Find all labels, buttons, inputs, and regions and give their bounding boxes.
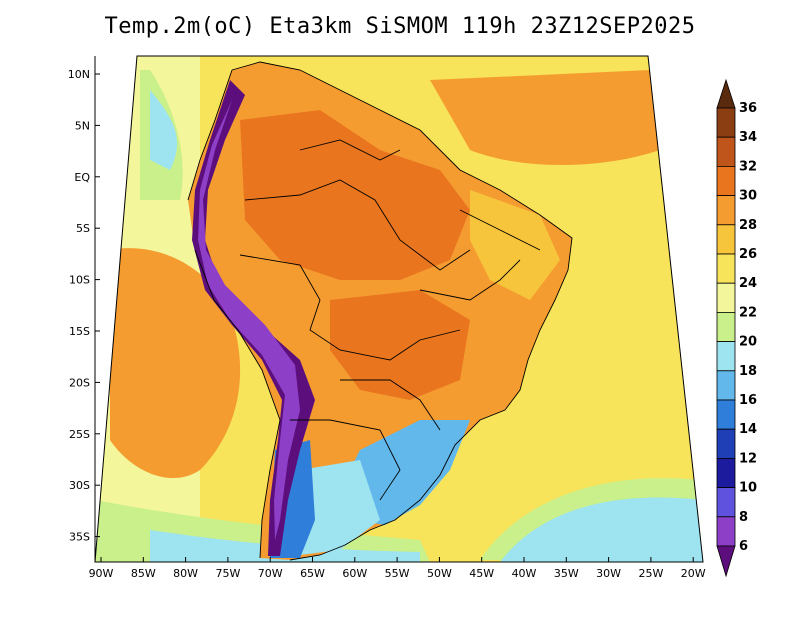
lat-tick-label: EQ bbox=[74, 171, 90, 184]
lon-tick-label: 55W bbox=[385, 567, 410, 580]
amazon-hot-zone bbox=[240, 110, 470, 280]
colorbar-label: 32 bbox=[739, 159, 757, 174]
colorbar-swatch bbox=[716, 195, 736, 226]
colorbar-label: 20 bbox=[739, 335, 757, 350]
northeast-warm-zone bbox=[470, 190, 560, 300]
colorbar-label: 22 bbox=[739, 305, 757, 320]
lat-tick-label: 5N bbox=[75, 119, 90, 132]
andes-cold-core bbox=[198, 100, 300, 540]
colorbar-label: 6 bbox=[739, 539, 748, 554]
pacific-warm-patch bbox=[110, 248, 241, 479]
lon-tick-label: 90W bbox=[89, 567, 114, 580]
colorbar-label: 8 bbox=[739, 510, 748, 525]
colorbar-swatch bbox=[716, 399, 736, 430]
atlantic-warm-band bbox=[430, 70, 660, 165]
lon-tick-label: 20W bbox=[681, 567, 706, 580]
colorbar-bottom-arrow bbox=[716, 545, 736, 578]
axes bbox=[94, 56, 703, 563]
country-borders bbox=[187, 61, 573, 561]
lat-tick-label: 10N bbox=[68, 68, 90, 81]
colorbar-label: 10 bbox=[739, 481, 757, 496]
colorbar-swatch bbox=[716, 253, 736, 284]
colorbar-swatch bbox=[716, 516, 736, 547]
colorbar-label: 18 bbox=[739, 364, 757, 379]
pacific-cold-upwelling bbox=[150, 90, 178, 170]
colorbar-label: 16 bbox=[739, 393, 757, 408]
lon-tick-label: 50W bbox=[427, 567, 452, 580]
colorbar-label: 24 bbox=[739, 276, 757, 291]
lon-tick-label: 25W bbox=[638, 567, 663, 580]
colorbar-top-arrow bbox=[716, 78, 736, 109]
lon-tick-label: 40W bbox=[512, 567, 537, 580]
lon-tick-label: 45W bbox=[469, 567, 494, 580]
colorbar-swatch bbox=[716, 165, 736, 196]
colorbar-swatch bbox=[716, 136, 736, 167]
south-atlantic-cool bbox=[500, 497, 703, 562]
colorbar-swatch bbox=[716, 107, 736, 138]
forecast-domain bbox=[95, 56, 703, 562]
colorbar-label: 34 bbox=[739, 130, 757, 145]
colorbar-label: 28 bbox=[739, 218, 757, 233]
lat-tick-label: 20S bbox=[69, 376, 90, 389]
lon-tick-label: 35W bbox=[554, 567, 579, 580]
longitude-axis: 90W 85W 80W 75W 70W 65W 60W 55W 50W 45W 40W 35W 30W 2… bbox=[89, 557, 706, 580]
lat-tick-label: 30S bbox=[69, 479, 90, 492]
colorbar-swatch bbox=[716, 370, 736, 401]
lon-tick-label: 75W bbox=[215, 567, 240, 580]
colorbar-label: 26 bbox=[739, 247, 757, 262]
colorbar-swatch bbox=[716, 311, 736, 342]
lat-tick-label: 5S bbox=[76, 222, 90, 235]
lat-tick-label: 15S bbox=[69, 325, 90, 338]
lon-tick-label: 30W bbox=[596, 567, 621, 580]
colorbar-swatch bbox=[716, 487, 736, 518]
lon-tick-label: 70W bbox=[258, 567, 283, 580]
colorbar-swatch bbox=[716, 224, 736, 255]
latitude-axis: 10N 5N EQ 5S 10S 15S 20S 25S 30S 35S bbox=[68, 68, 100, 544]
colorbar-label: 12 bbox=[739, 451, 757, 466]
lon-tick-label: 80W bbox=[173, 567, 198, 580]
colorbar-swatch bbox=[716, 282, 736, 313]
lat-tick-label: 35S bbox=[69, 531, 90, 544]
lon-tick-label: 65W bbox=[300, 567, 325, 580]
colorbar-swatch bbox=[716, 428, 736, 459]
central-brazil-hot-zone bbox=[330, 290, 470, 400]
colorbar-label: 14 bbox=[739, 422, 757, 437]
colorbar: 36 34 32 30 28 26 24 22 20 18 16 14 12 10 8 6 bbox=[716, 78, 757, 578]
colorbar-swatch bbox=[716, 341, 736, 372]
colorbar-label: 30 bbox=[739, 189, 757, 204]
colorbar-label: 36 bbox=[739, 101, 757, 116]
lon-tick-label: 85W bbox=[131, 567, 156, 580]
lat-tick-label: 10S bbox=[69, 274, 90, 287]
lat-tick-label: 25S bbox=[69, 428, 90, 441]
map-title: Temp.2m(oC) Eta3km SiSMOM 119h 23Z12SEP2… bbox=[104, 14, 696, 39]
lon-tick-label: 60W bbox=[342, 567, 367, 580]
colorbar-swatch bbox=[716, 457, 736, 488]
